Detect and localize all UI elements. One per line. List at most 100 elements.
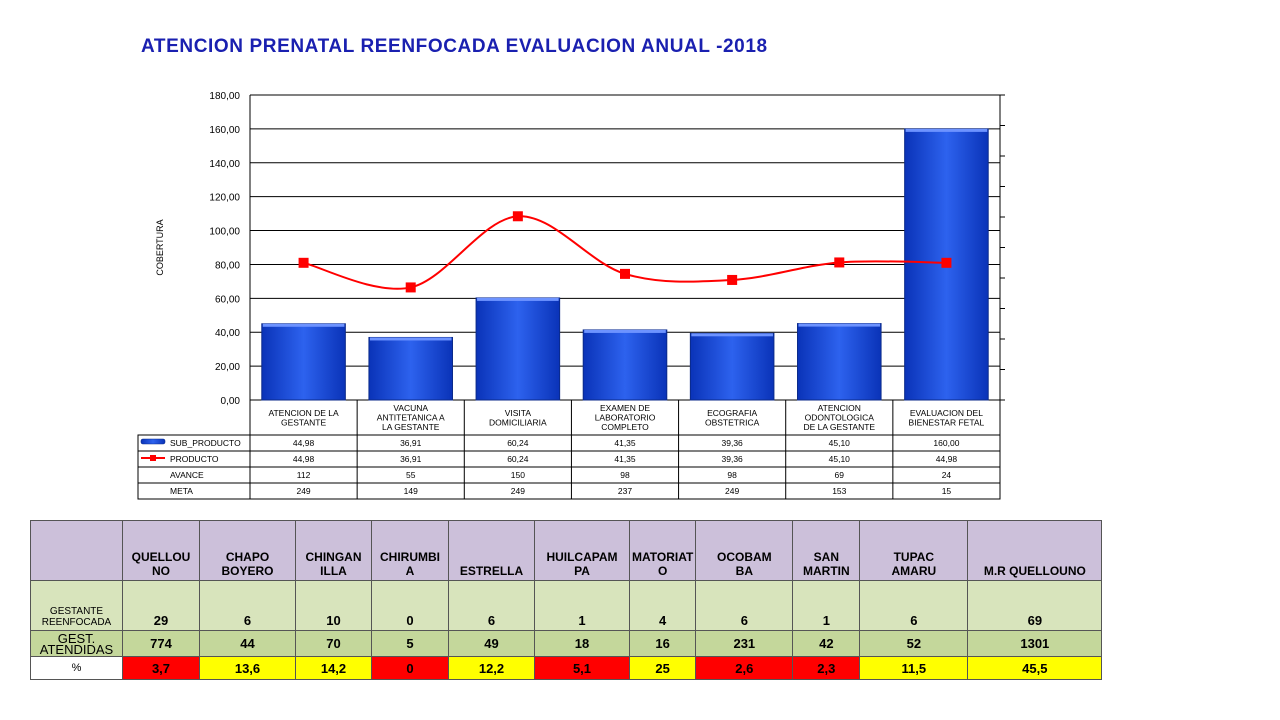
line-marker bbox=[620, 268, 630, 279]
table-cell: 44 bbox=[199, 630, 296, 657]
table-cell: 0 bbox=[371, 656, 449, 680]
data-table-cell: 39,36 bbox=[722, 454, 744, 464]
data-table-cell: 149 bbox=[404, 486, 418, 496]
table-cell: 25 bbox=[628, 656, 697, 680]
table-cell: 1 bbox=[534, 580, 630, 631]
data-table-cell: 60,24 bbox=[507, 454, 529, 464]
column-header: OCOBAM BA bbox=[695, 520, 794, 581]
row-label: GESTANTE REENFOCADA bbox=[30, 580, 123, 631]
chart-title: ATENCION PRENATAL REENFOCADA EVALUACION … bbox=[141, 36, 768, 57]
table-row: GESTANTE REENFOCADA 29 6 10 0 6 1 4 6 1 6 69 bbox=[30, 580, 1103, 631]
column-header: QUELLOU NO bbox=[122, 520, 200, 581]
data-table-cell: 41,35 bbox=[614, 438, 636, 448]
data-table-cell: 15 bbox=[942, 486, 952, 496]
column-header: SAN MARTIN bbox=[792, 520, 861, 581]
column-header: CHIRUMBI A bbox=[371, 520, 449, 581]
bar-highlight bbox=[905, 128, 988, 132]
table-row: GEST. ATENDIDAS 774 44 70 5 49 18 16 231 42 52 1301 bbox=[30, 630, 1103, 657]
data-table-cell: 112 bbox=[297, 470, 311, 480]
bar bbox=[797, 323, 882, 401]
table-cell: 45,5 bbox=[967, 656, 1103, 680]
table-cell: 1 bbox=[792, 580, 861, 631]
y-tick-label: 0,00 bbox=[221, 396, 241, 407]
data-table-cell: 153 bbox=[832, 486, 846, 496]
table-cell: 70 bbox=[295, 630, 372, 657]
table-cell: 2,3 bbox=[792, 656, 861, 680]
legend-label: SUB_PRODUCTO bbox=[170, 438, 241, 448]
data-table-cell: 36,91 bbox=[400, 438, 422, 448]
table-cell: 2,6 bbox=[695, 656, 794, 680]
y-tick-label: 140,00 bbox=[209, 159, 240, 170]
column-header: HUILCAPAM PA bbox=[534, 520, 630, 581]
coverage-chart: 0,00 20,00 40,00 60,00 80,00 100,00 120,00 140,… bbox=[137, 91, 1005, 500]
data-table-cell: 69 bbox=[835, 470, 845, 480]
data-table-cell: 41,35 bbox=[614, 454, 636, 464]
table-cell: 1301 bbox=[967, 630, 1103, 657]
column-header: TUPAC AMARU bbox=[859, 520, 969, 581]
x-tick-label: EXAMEN DE LABORATORIO COMPLETO bbox=[595, 403, 656, 432]
table-cell: 5 bbox=[371, 630, 449, 657]
stats-header-row: QUELLOU NO CHAPO BOYERO CHINGAN ILLA CHIRUMBI A… bbox=[30, 520, 1103, 581]
line-marker bbox=[727, 274, 738, 285]
data-table-cell: 44,98 bbox=[936, 454, 958, 464]
legend-label: PRODUCTO bbox=[170, 454, 219, 464]
table-cell: 6 bbox=[859, 580, 969, 631]
y-tick-label: 20,00 bbox=[215, 362, 240, 373]
data-table-cell: 39,36 bbox=[722, 438, 744, 448]
bar bbox=[261, 323, 346, 401]
table-cell: 42 bbox=[792, 630, 861, 657]
table-cell: 14,2 bbox=[295, 656, 372, 680]
data-table-cell: 237 bbox=[618, 486, 632, 496]
data-table-cell: 249 bbox=[296, 486, 310, 496]
legend-key-marker bbox=[150, 455, 156, 461]
table-cell: 18 bbox=[534, 630, 630, 657]
data-table-cell: 98 bbox=[727, 470, 737, 480]
data-table-cell: 24 bbox=[942, 470, 952, 480]
x-tick-label: ATENCION DE LA GESTANTE bbox=[268, 408, 339, 428]
data-table-cell: 249 bbox=[511, 486, 525, 496]
table-row: % 3,7 13,6 14,2 0 12,2 5,1 25 2,6 2,3 11,5 45,5 bbox=[30, 656, 1103, 680]
y-tick-label: 80,00 bbox=[215, 260, 240, 271]
column-header: M.R QUELLOUNO bbox=[967, 520, 1103, 581]
table-cell: 10 bbox=[295, 580, 372, 631]
data-table-cell: 36,91 bbox=[400, 454, 422, 464]
table-cell: 6 bbox=[199, 580, 296, 631]
table-cell: 0 bbox=[371, 580, 449, 631]
table-cell: 774 bbox=[122, 630, 200, 657]
table-cell: 6 bbox=[695, 580, 794, 631]
table-cell: 6 bbox=[448, 580, 535, 631]
bar-highlight bbox=[369, 337, 452, 341]
x-tick-label: EVALUACION DEL BIENESTAR FETAL bbox=[909, 408, 985, 428]
x-tick-label: VACUNA ANTITETANICA A LA GESTANTE bbox=[377, 403, 445, 432]
x-tick-label: VISITA DOMICILIARIA bbox=[489, 408, 547, 428]
x-tick-label: ATENCION ODONTOLOGICA DE LA GESTANTE bbox=[803, 403, 875, 432]
table-cell: 11,5 bbox=[859, 656, 969, 680]
column-header: CHAPO BOYERO bbox=[199, 520, 296, 581]
table-cell: 3,7 bbox=[122, 656, 200, 680]
header-corner bbox=[30, 520, 123, 581]
table-row-label: AVANCE bbox=[170, 470, 204, 480]
x-tick-label: ECOGRAFIA OBSTETRICA bbox=[705, 408, 760, 428]
line-marker bbox=[941, 257, 952, 268]
table-cell: 12,2 bbox=[448, 656, 535, 680]
table-cell: 5,1 bbox=[534, 656, 630, 680]
line-marker bbox=[512, 211, 523, 222]
y-axis-label: COBERTURA bbox=[155, 219, 165, 275]
data-table-cell: 45,10 bbox=[829, 454, 851, 464]
bar bbox=[582, 329, 668, 401]
data-table-cell: 60,24 bbox=[507, 438, 529, 448]
data-table-cell: 45,10 bbox=[829, 438, 851, 448]
table-cell: 69 bbox=[967, 580, 1103, 631]
row-label: % bbox=[30, 656, 123, 680]
bar-highlight bbox=[262, 323, 345, 327]
table-cell: 49 bbox=[448, 630, 535, 657]
y-tick-label: 120,00 bbox=[209, 193, 240, 204]
data-table-cell: 98 bbox=[620, 470, 630, 480]
line-marker bbox=[834, 257, 845, 268]
bar-highlight bbox=[691, 333, 773, 337]
data-table-cell: 44,98 bbox=[293, 438, 315, 448]
column-header: MATORIAT O bbox=[628, 520, 697, 581]
line-marker bbox=[298, 257, 309, 268]
data-table-cell: 249 bbox=[725, 486, 739, 496]
bar bbox=[368, 336, 453, 401]
